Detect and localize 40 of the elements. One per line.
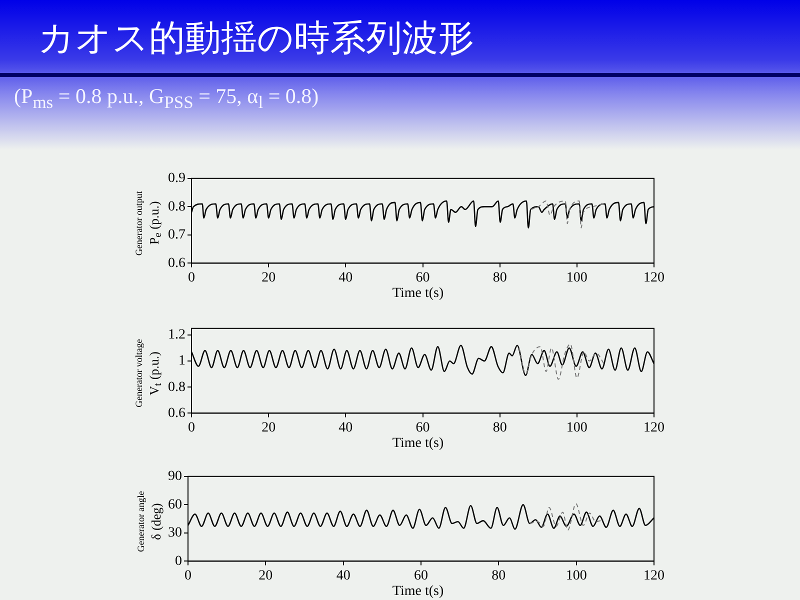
- y-tick-label: 1.2: [168, 328, 186, 343]
- y-tick-label: 1: [178, 354, 186, 369]
- x-tick-label: 0: [188, 420, 195, 436]
- line-series: [518, 344, 604, 380]
- x-tick-label: 40: [336, 568, 350, 584]
- y-tick-label: 30: [168, 526, 182, 541]
- y-tick-label: 0.8: [168, 199, 186, 214]
- y-tick-label: 0.6: [168, 406, 186, 421]
- y-tick-label: 60: [168, 497, 182, 512]
- x-tick-label: 100: [566, 270, 588, 286]
- y-axis-title: Generator angle δ (deg): [136, 490, 164, 552]
- chart-subtitle: (P$_{ms}$ = 0.8 p.u., G$_{PSS}$ = 75, α$_{l}$ = 0.8): [14, 84, 319, 114]
- y-tick-label: 90: [168, 469, 182, 484]
- x-axis-title: Time t(s): [391, 584, 445, 600]
- y-tick-label: 0.6: [168, 256, 186, 271]
- x-tick-label: 120: [644, 420, 664, 436]
- y-tick-label: 0: [175, 554, 182, 569]
- x-tick-label: 120: [644, 270, 664, 286]
- x-tick-label: 100: [566, 568, 587, 584]
- x-tick-label: 60: [416, 420, 430, 436]
- y-tick-label: 0.7: [168, 228, 186, 243]
- x-tick-label: 40: [338, 270, 353, 286]
- x-tick-label: 20: [262, 270, 276, 286]
- y-tick-label: 0.8: [168, 380, 186, 395]
- x-tick-label: 100: [566, 420, 588, 436]
- x-tick-label: 120: [644, 568, 664, 584]
- x-tick-label: 0: [188, 270, 195, 286]
- x-tick-label: 80: [492, 420, 507, 436]
- line-series: [530, 200, 604, 228]
- x-tick-label: 60: [414, 568, 428, 584]
- x-tick-label: 40: [338, 420, 353, 436]
- x-tick-label: 20: [258, 568, 273, 584]
- x-tick-label: 80: [492, 568, 506, 584]
- x-tick-label: 80: [492, 270, 507, 286]
- y-tick-label: 0.9: [168, 171, 186, 186]
- chart-title: カオス的動揺の時系列波形: [38, 17, 474, 61]
- x-axis-title: Time t(s): [391, 286, 445, 302]
- x-tick-label: 60: [416, 270, 430, 286]
- x-tick-label: 20: [262, 420, 276, 436]
- x-axis-title: Time t(s): [391, 436, 445, 452]
